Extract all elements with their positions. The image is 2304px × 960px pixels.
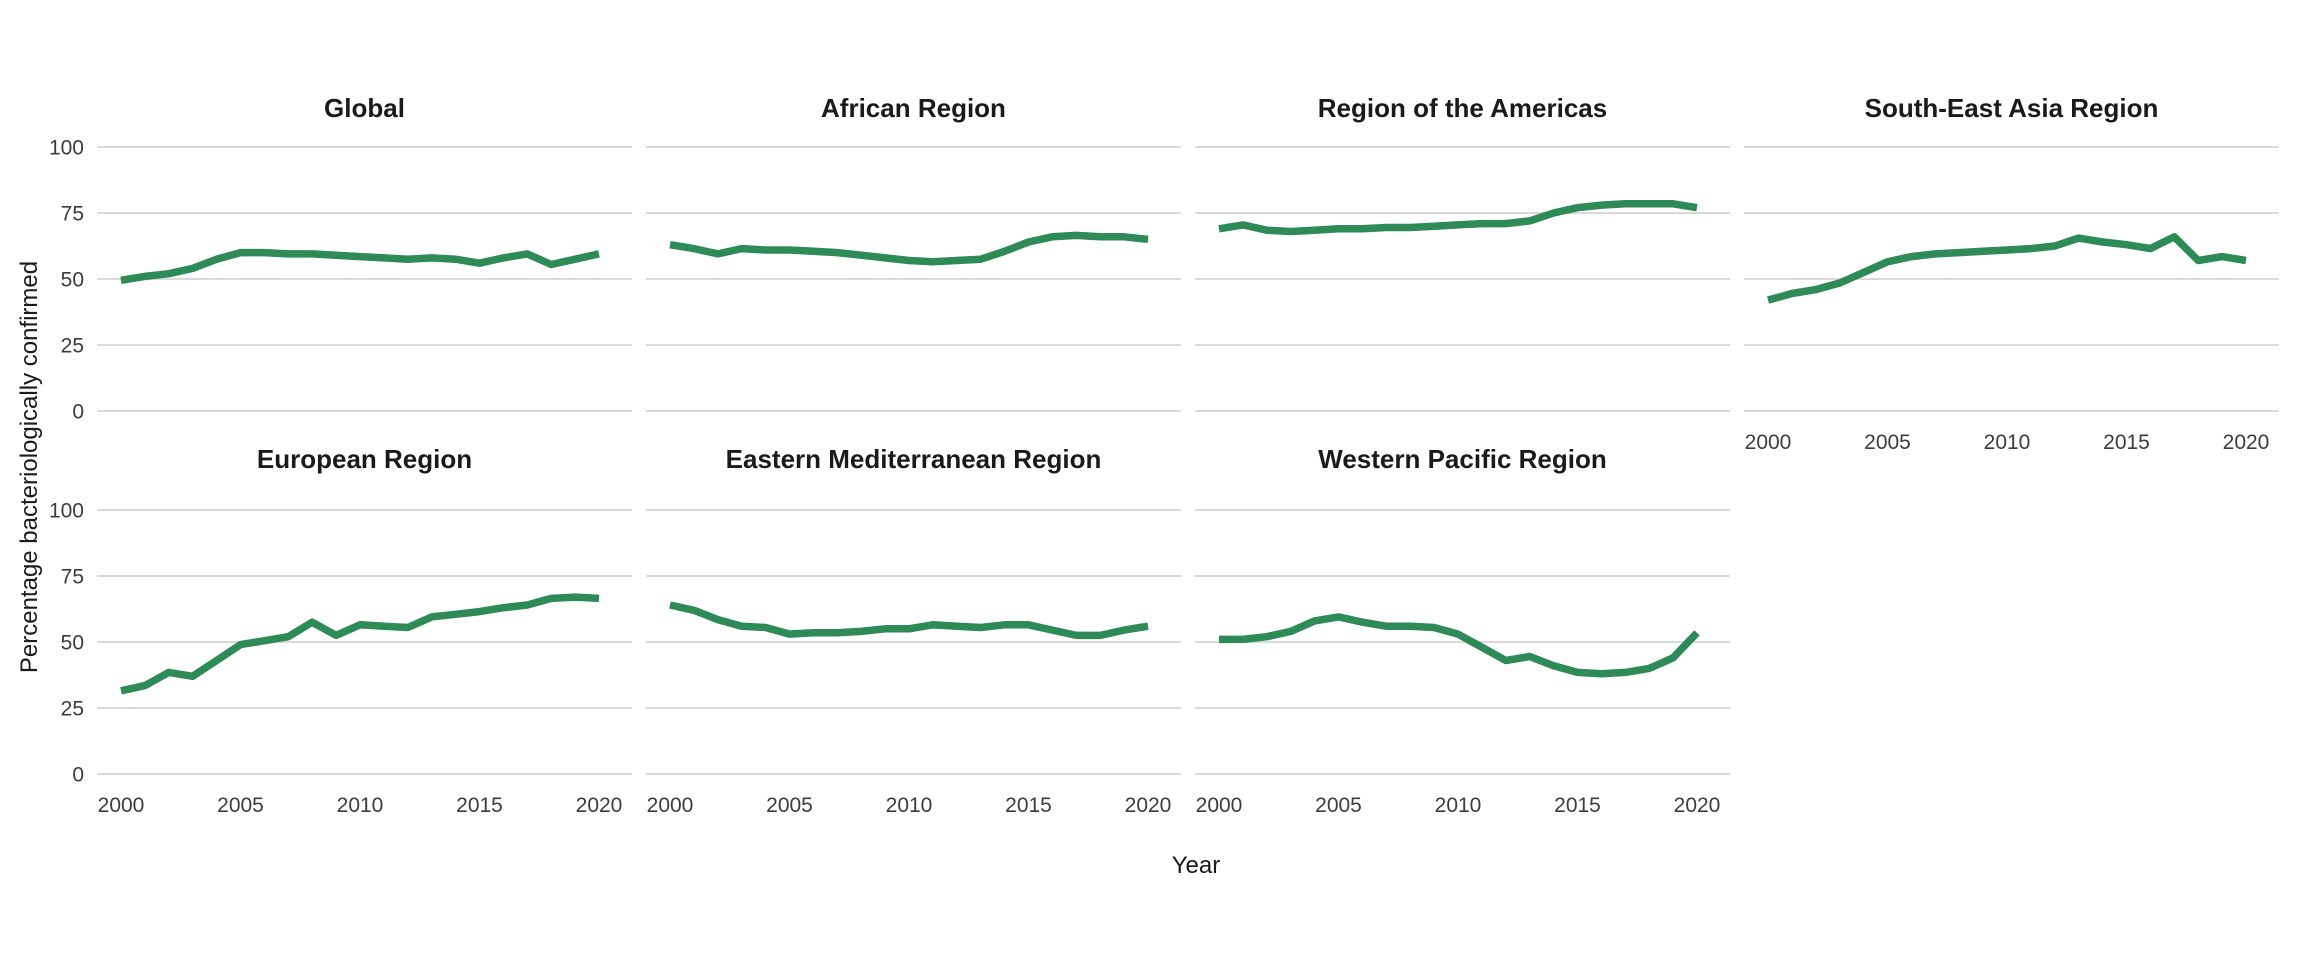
trend-line-eastern-mediterranean-region [669,601,1149,640]
facet-title: Western Pacific Region [1318,444,1607,474]
facet-plot-western-pacific-region [1195,509,1730,775]
x-tick-label: 2005 [1315,794,1362,817]
x-tick-label: 2010 [1983,431,2031,454]
x-tick-labels: 2000 2005 2010 2015 2020 [1744,423,2279,469]
gridlines [646,146,1181,412]
x-tick-label: 2000 [646,794,694,817]
facet-plot-european-region: 0 25 50 75 100 [49,500,632,787]
y-tick-label: 75 [61,203,84,226]
y-tick-label: 25 [61,335,84,358]
y-tick-label: 75 [61,566,84,589]
x-tick-label: 2005 [766,794,813,817]
x-tick-label: 2005 [1864,431,1911,454]
facet-title: Region of the Americas [1317,92,1608,123]
x-tick-labels: 2000 2005 2010 2015 2020 [32,786,632,832]
x-tick-label: 2010 [1434,794,1482,817]
facet-plot-south-east-asia-region [1744,146,2279,412]
gridlines [1744,146,2279,412]
gridlines [1195,146,1730,412]
y-tick-labels: 0 25 50 75 100 [49,137,84,424]
facet-title: European Region [256,444,473,474]
x-axis-title: Year [1171,852,1221,879]
x-tick-label: 2015 [456,794,503,817]
x-tick-label: 2005 [217,794,264,817]
facet-panel-african-region: African Region [646,83,1181,423]
y-tick-label: 50 [61,632,84,655]
facet-panel-western-pacific-region: Western Pacific Region 2000 2005 2010 2015 20… [1195,423,1730,832]
facet-plot-region-of-the-americas [1195,146,1730,412]
y-tick-label: 100 [49,500,84,523]
y-tick-label: 50 [61,269,84,292]
facet-grid: Global 0 25 50 75 100 African Region Region of … [32,83,2279,832]
x-tick-label: 2020 [2222,431,2270,454]
x-tick-label: 2015 [1005,794,1052,817]
facet-panel-eastern-mediterranean-region: Eastern Mediterranean Region 2000 2005 2010… [646,423,1181,832]
trend-line-african-region [669,231,1149,266]
facet-title: Eastern Mediterranean Region [725,444,1102,474]
y-tick-label: 0 [72,764,84,787]
trend-line-european-region [120,593,600,695]
x-tick-label: 2000 [1744,431,1792,454]
y-tick-label: 100 [49,137,84,160]
x-tick-label: 2000 [97,794,145,817]
facet-panel-global: Global 0 25 50 75 100 [32,83,632,423]
facet-panel-european-region: European Region 0 25 50 75 100 2000 2005 2010 201… [32,423,632,832]
y-tick-labels: 0 25 50 75 100 [49,500,84,787]
x-tick-label: 2010 [885,794,933,817]
x-tick-label: 2010 [336,794,384,817]
y-tick-label: 25 [61,698,84,721]
gridlines [97,146,632,412]
facet-plot-eastern-mediterranean-region [646,509,1181,775]
gridlines [646,509,1181,775]
facet-title: Global [324,92,405,123]
x-tick-label: 2020 [575,794,623,817]
trend-line-global [120,248,600,285]
facet-title: South-East Asia Region [1864,92,2159,123]
trend-line-region-of-the-americas [1218,200,1698,236]
x-tick-labels: 2000 2005 2010 2015 2020 [646,786,1181,832]
x-tick-label: 2000 [1195,794,1243,817]
x-tick-label: 2015 [2103,431,2150,454]
facet-plot-global: 0 25 50 75 100 [49,137,632,424]
x-tick-labels: 2000 2005 2010 2015 2020 [1195,786,1730,832]
gridlines [1195,509,1730,775]
gridlines [97,509,632,775]
x-tick-label: 2020 [1673,794,1721,817]
x-tick-label: 2015 [1554,794,1601,817]
facet-panel-south-east-asia-region: South-East Asia Region 2000 2005 2010 2015 20… [1744,83,2279,454]
trend-line-south-east-asia-region [1767,233,2247,304]
facet-plot-african-region [646,146,1181,412]
trend-line-western-pacific-region [1219,613,1700,678]
facet-title: African Region [821,92,1006,123]
facet-panel-region-of-the-americas: Region of the Americas [1195,83,1730,423]
x-tick-label: 2020 [1124,794,1172,817]
y-tick-label: 0 [72,401,84,424]
